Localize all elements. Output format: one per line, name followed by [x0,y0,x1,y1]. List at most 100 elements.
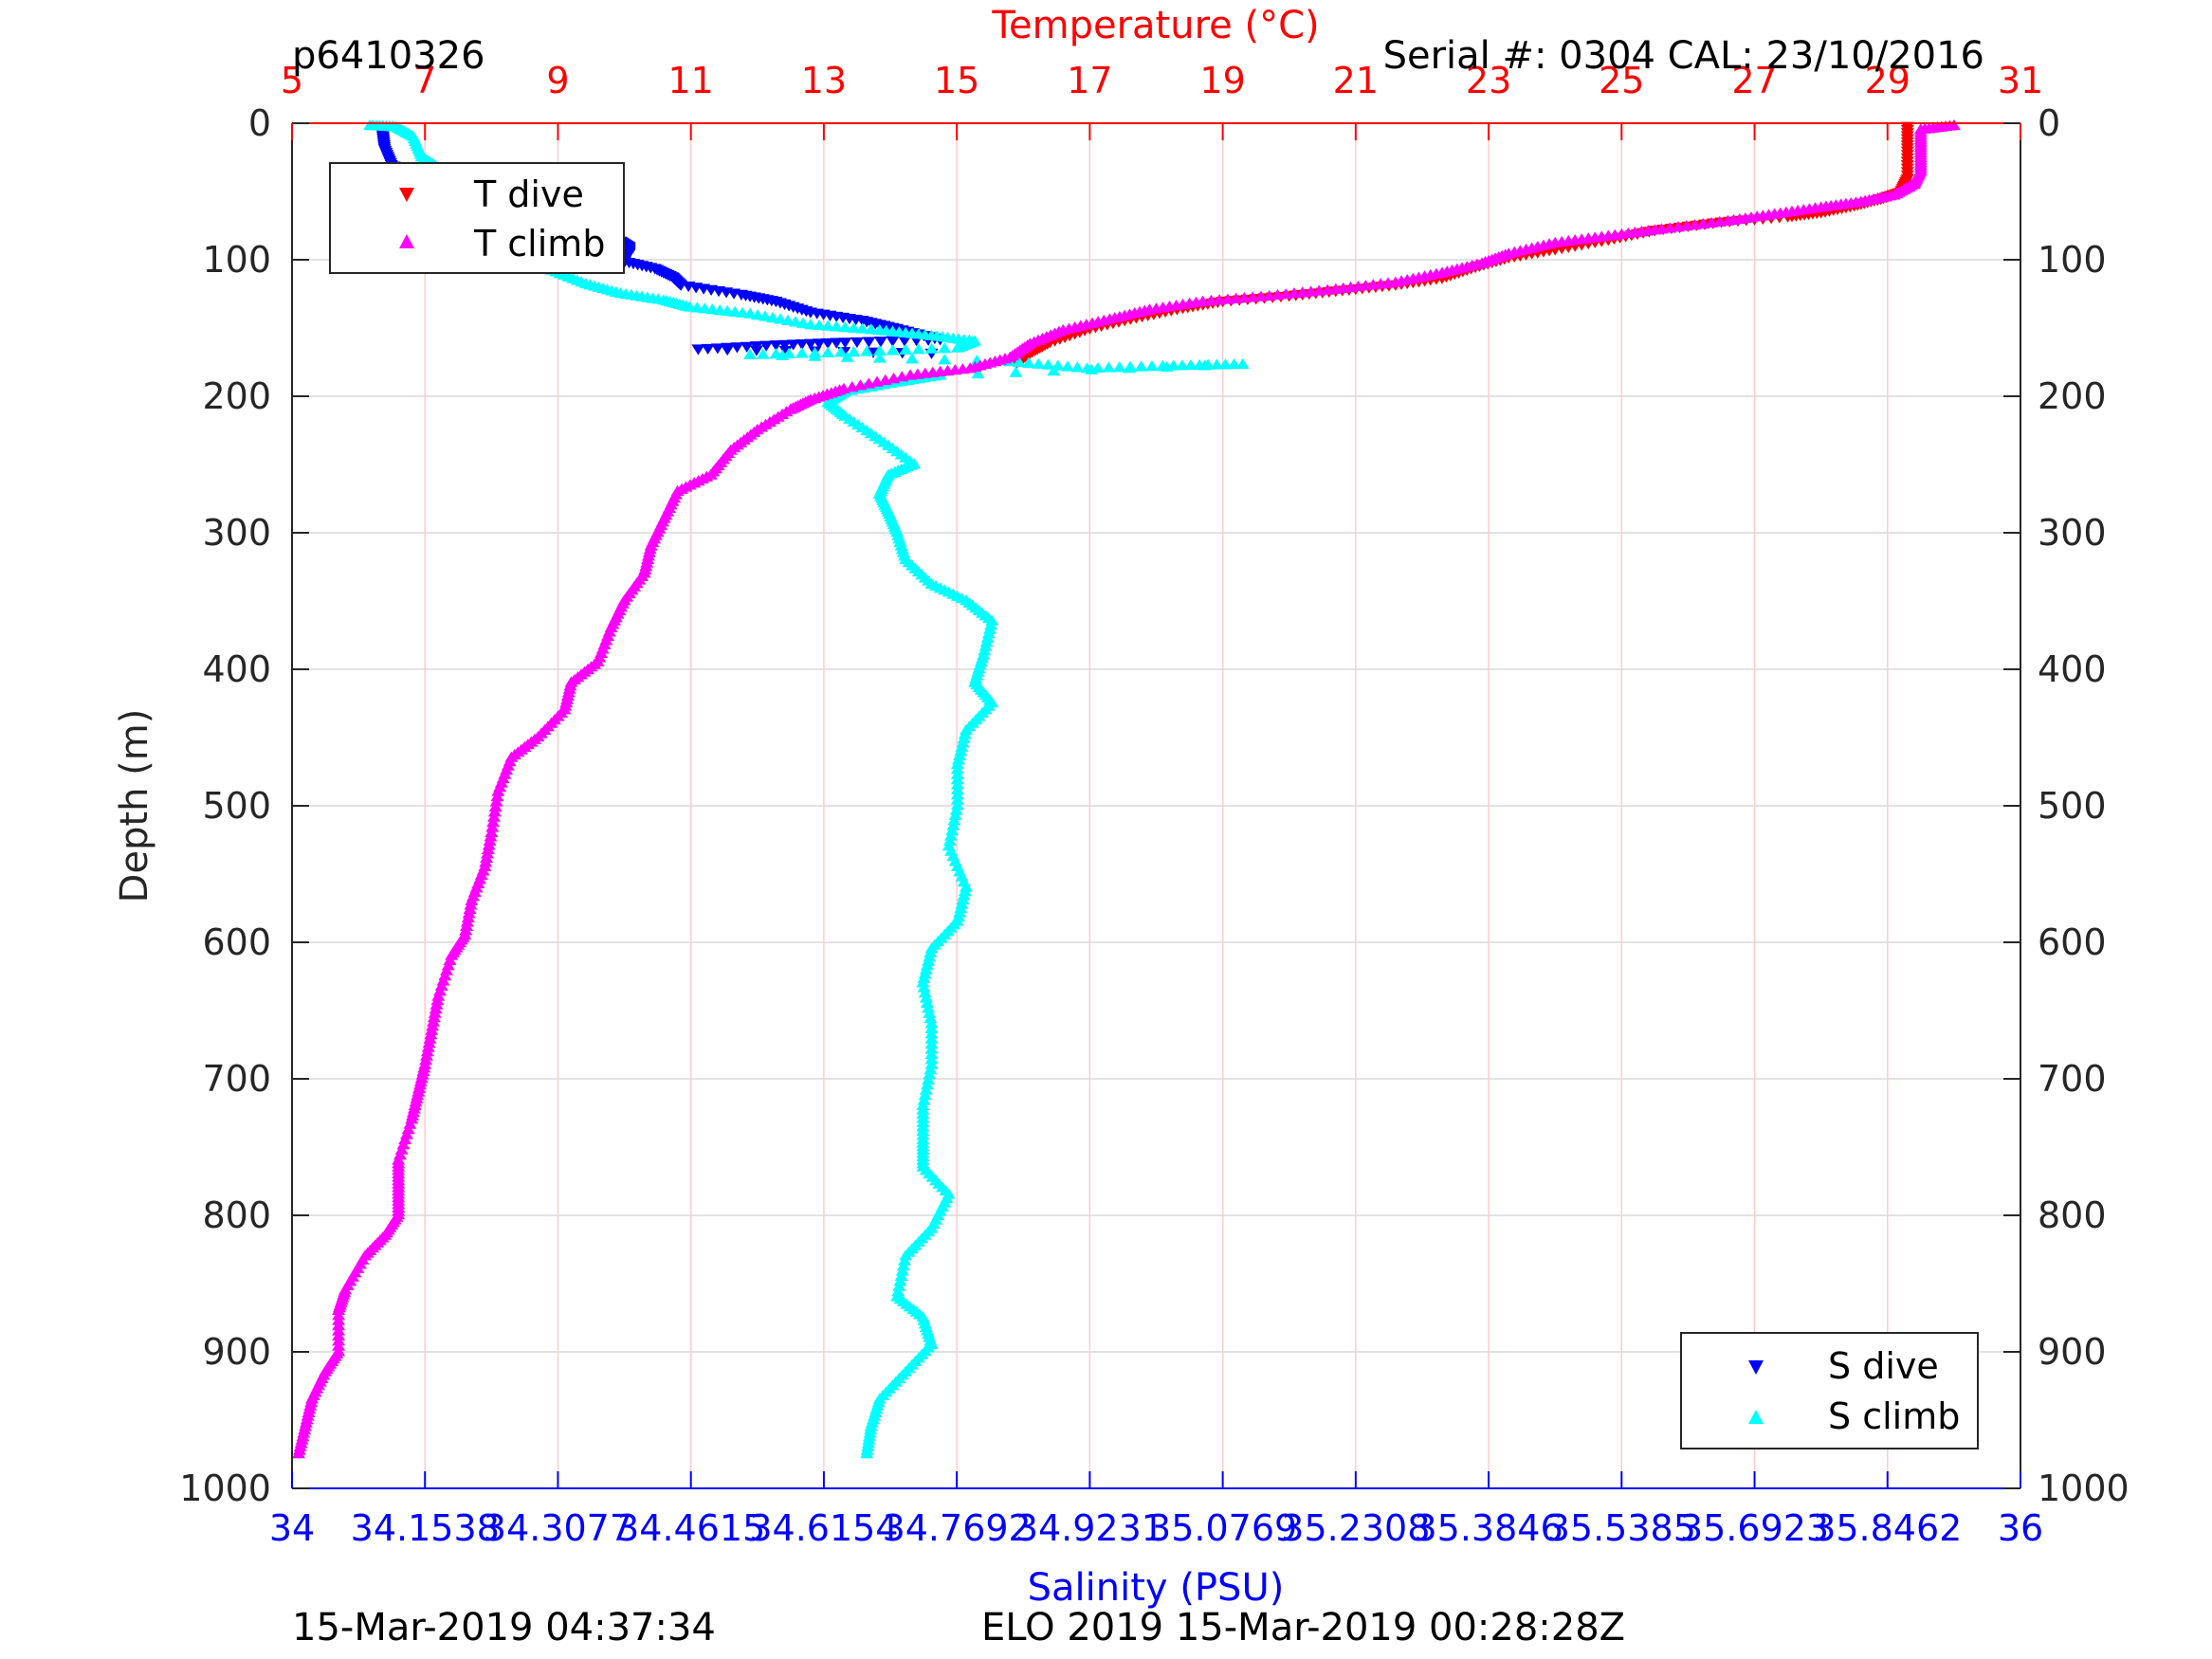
depth-tick-label-right: 800 [2038,1194,2107,1236]
t-climb-point [430,998,444,1010]
s-climb-point [833,346,848,357]
s-climb-point [847,321,861,333]
s-climb-point [899,1249,913,1261]
legend-t-climb-marker [399,234,414,248]
depth-tick-label-left: 100 [202,239,271,281]
temperature-tick-label: 9 [546,60,569,101]
salinity-tick-label: 34 [269,1507,315,1549]
depth-tick-label-left: 200 [202,375,271,417]
salinity-tick-label: 35.3846 [1415,1507,1563,1549]
s-climb-point [892,1280,906,1291]
t-climb-point [487,806,502,817]
temperature-axis-title: Temperature (°C) [991,4,1319,47]
depth-tick-label-right: 300 [2038,512,2107,554]
s-climb-point [830,320,844,332]
t-climb-point [1279,288,1293,300]
depth-tick-label-right: 900 [2038,1331,2107,1373]
salinity-tick-label: 36 [1998,1507,2043,1549]
t-climb-point [422,1037,436,1048]
t-climb-point [1704,216,1718,228]
legend-s-dive-label: S dive [1828,1345,1939,1387]
t-climb-point [428,1007,442,1018]
t-climb-point [489,795,503,807]
s-climb-point [1085,363,1099,374]
s-dive-point [873,337,887,348]
s-climb-point [1009,366,1023,377]
s-climb-point [886,344,900,356]
s-climb-point [756,348,770,359]
s-climb-point [950,341,964,353]
legend-s-dive-marker [1748,1360,1764,1375]
t-climb-point [421,1041,435,1052]
s-climb-point [872,352,887,363]
salinity-tick-label: 35.5385 [1547,1507,1696,1549]
temperature-tick-label: 27 [1731,60,1777,101]
t-climb-point [484,830,498,842]
t-climb-point [419,1049,433,1061]
tick-labels: 0 0 100 100 200 200 300 300 400 400 500 500 600 600 70… [179,60,2129,1549]
s-climb-point [751,309,765,320]
t-climb-point [426,1020,440,1031]
s-climb-point [950,799,964,811]
t-climb-point [480,851,494,863]
t-climb-point [460,920,474,931]
s-climb-point [808,350,822,361]
depth-tick-label-left: 900 [202,1331,271,1373]
s-climb-point [971,367,985,379]
t-climb-point [431,990,446,1001]
t-climb-point [424,1029,438,1040]
t-climb-point [1663,222,1677,233]
s-climb-point [1102,361,1116,373]
t-climb-point [483,834,497,846]
s-dive-point [740,341,754,353]
t-climb-point [464,899,478,910]
s-climb-point [864,323,878,335]
s-dive-point [821,337,835,350]
t-climb-point [1295,286,1309,298]
t-climb-point [1328,283,1343,294]
salinity-tick-label: 34.9231 [1015,1507,1164,1549]
s-climb-point [923,1064,938,1075]
t-climb-point [481,843,495,854]
depth-tick-label-right: 200 [2038,375,2107,417]
s-dive-point [721,344,735,356]
s-climb-point [1070,361,1085,373]
t-climb-point [904,369,918,380]
s-dive-point [701,343,715,356]
s-climb-point [917,981,931,993]
t-climb-point [461,911,475,922]
t-climb-point [292,1448,306,1459]
t-climb-point [1721,214,1735,226]
s-dive-point [795,339,809,351]
s-climb-point [923,1068,937,1080]
salinity-legend-box [1680,1332,1979,1449]
depth-tick-label-left: 700 [202,1058,271,1100]
s-climb-point [813,319,827,331]
t-climb-point [1229,292,1243,303]
s-dive-point [838,337,852,349]
t-climb-point [1204,294,1218,306]
s-climb-point [920,996,934,1008]
t-climb-point [895,371,909,382]
s-climb-point [860,1448,874,1459]
t-climb-point [1696,217,1710,229]
s-climb-point [1022,356,1036,368]
t-climb-point [419,1054,433,1066]
s-climb-point [847,345,861,357]
t-climb-point [1671,221,1685,232]
salinity-axis-title: Salinity (PSU) [1028,1566,1285,1610]
s-dive-point [759,340,774,352]
depth-tick-label-left: 500 [202,785,271,827]
s-climb-point [840,351,854,362]
temperature-tick-label: 17 [1067,60,1112,101]
s-climb-point [946,819,960,830]
salinity-tick-label: 35.2308 [1281,1507,1430,1549]
t-climb-point [460,916,474,927]
s-climb-point [759,310,773,321]
t-climb-point [425,1024,439,1035]
s-climb-point [1218,358,1233,370]
salinity-tick-label: 34.6154 [749,1507,898,1549]
depth-tick-label-left: 300 [202,512,271,554]
s-climb-point [922,1002,936,1013]
salinity-tick-label: 34.3077 [484,1507,632,1549]
